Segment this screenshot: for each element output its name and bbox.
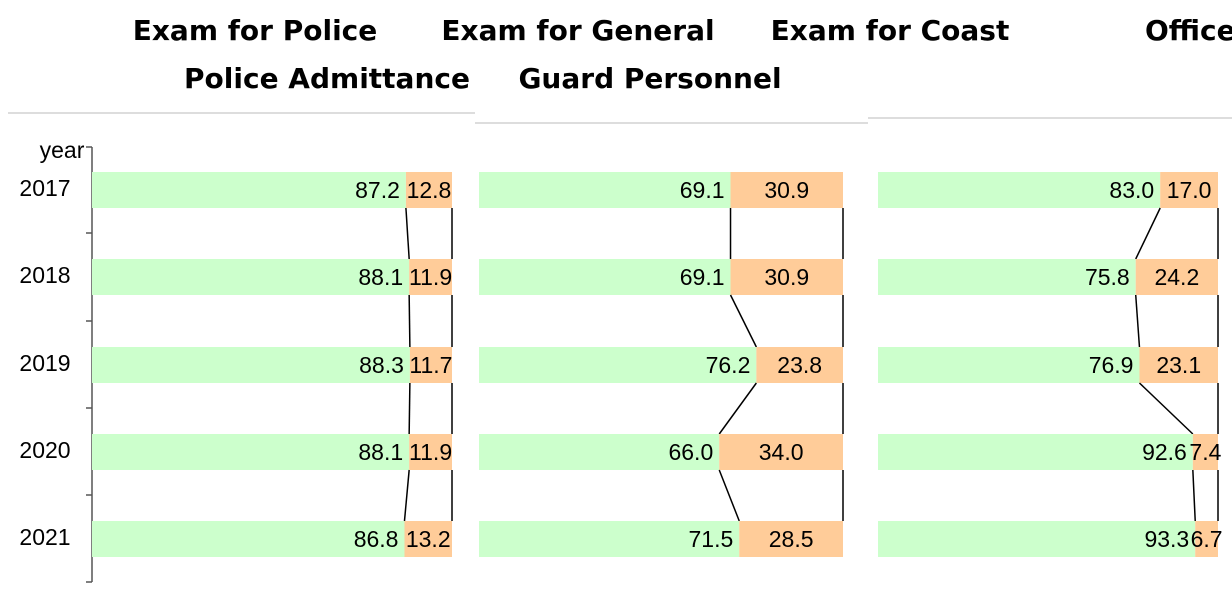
connector	[1138, 382, 1194, 435]
panel-title: Officers	[1145, 14, 1232, 47]
bar-segment	[92, 434, 410, 470]
connector	[1134, 294, 1141, 348]
panel-title: Police Admittance	[184, 62, 470, 95]
value-label: 66.0	[668, 439, 713, 465]
bar-segment	[479, 347, 757, 383]
bar-segment	[878, 434, 1193, 470]
bar-segment	[878, 259, 1136, 295]
bar-segment	[730, 172, 843, 208]
value-label: 88.3	[359, 352, 404, 378]
value-label: 11.9	[409, 264, 452, 290]
value-label: 88.1	[358, 439, 403, 465]
connector	[1192, 469, 1196, 522]
value-label: 23.8	[777, 352, 822, 378]
panel-title: Exam for General	[441, 14, 714, 47]
value-label: 24.2	[1154, 264, 1199, 290]
value-label: 23.1	[1156, 352, 1201, 378]
bar-segment	[92, 259, 410, 295]
bar-segment	[1135, 259, 1218, 295]
value-label: 12.8	[407, 177, 452, 203]
value-label: 17.0	[1167, 177, 1212, 203]
value-label: 34.0	[759, 439, 804, 465]
value-label: 86.8	[354, 526, 399, 552]
value-label: 83.0	[1109, 177, 1154, 203]
value-label: 88.1	[358, 264, 403, 290]
bar-segment	[1195, 521, 1218, 557]
value-label: 13.2	[406, 526, 451, 552]
connector	[405, 207, 410, 260]
value-label: 69.1	[680, 264, 725, 290]
connector	[1135, 207, 1161, 260]
value-label: 30.9	[764, 177, 809, 203]
value-label: 6.7	[1191, 526, 1223, 552]
panel-title: Guard Personnel	[518, 62, 781, 95]
value-label: 75.8	[1085, 264, 1130, 290]
bar-segment	[479, 434, 720, 470]
connector	[403, 469, 410, 522]
value-label: 28.5	[769, 526, 814, 552]
y-tick-label: 2017	[19, 175, 70, 201]
panel-title: Exam for Coast	[771, 14, 1010, 47]
value-label: 7.4	[1189, 439, 1221, 465]
connector	[718, 469, 740, 522]
value-label: 87.2	[355, 177, 400, 203]
bar-segment	[878, 521, 1196, 557]
value-label: 69.1	[680, 177, 725, 203]
connector	[729, 294, 758, 348]
bar-segment	[1192, 434, 1218, 470]
connector	[408, 382, 411, 435]
value-label: 30.9	[764, 264, 809, 290]
bar-segment	[404, 521, 452, 557]
bar-segment	[479, 172, 731, 208]
y-tick-label: 2018	[19, 262, 70, 288]
bar-segment	[1139, 347, 1218, 383]
y-tick-label: 2020	[19, 437, 70, 463]
bar-segment	[756, 347, 843, 383]
bar-segment	[479, 259, 731, 295]
bar-segment	[739, 521, 843, 557]
connector	[408, 294, 411, 348]
y-tick-label: 2019	[19, 350, 70, 376]
value-label: 11.7	[409, 352, 452, 378]
bar-segment	[719, 434, 843, 470]
bar-segment	[479, 521, 740, 557]
bar-segment	[405, 172, 452, 208]
value-label: 71.5	[688, 526, 733, 552]
bar-segment	[409, 434, 452, 470]
bar-segment	[878, 172, 1161, 208]
value-label: 11.9	[409, 439, 452, 465]
y-axis-label: year	[40, 137, 85, 163]
bar-segment	[409, 259, 452, 295]
connector	[718, 382, 757, 435]
bar-segment	[92, 172, 406, 208]
bar-segment	[92, 521, 405, 557]
bar-segment	[730, 259, 843, 295]
bar-segment	[878, 347, 1140, 383]
value-label: 76.9	[1089, 352, 1134, 378]
value-label: 92.6	[1142, 439, 1187, 465]
value-label: 93.3	[1144, 526, 1189, 552]
bar-segment	[409, 347, 452, 383]
panel-title: Exam for Police	[133, 14, 378, 47]
bar-segment	[92, 347, 410, 383]
value-label: 76.2	[706, 352, 751, 378]
bar-segment	[1160, 172, 1218, 208]
y-tick-label: 2021	[19, 524, 70, 550]
